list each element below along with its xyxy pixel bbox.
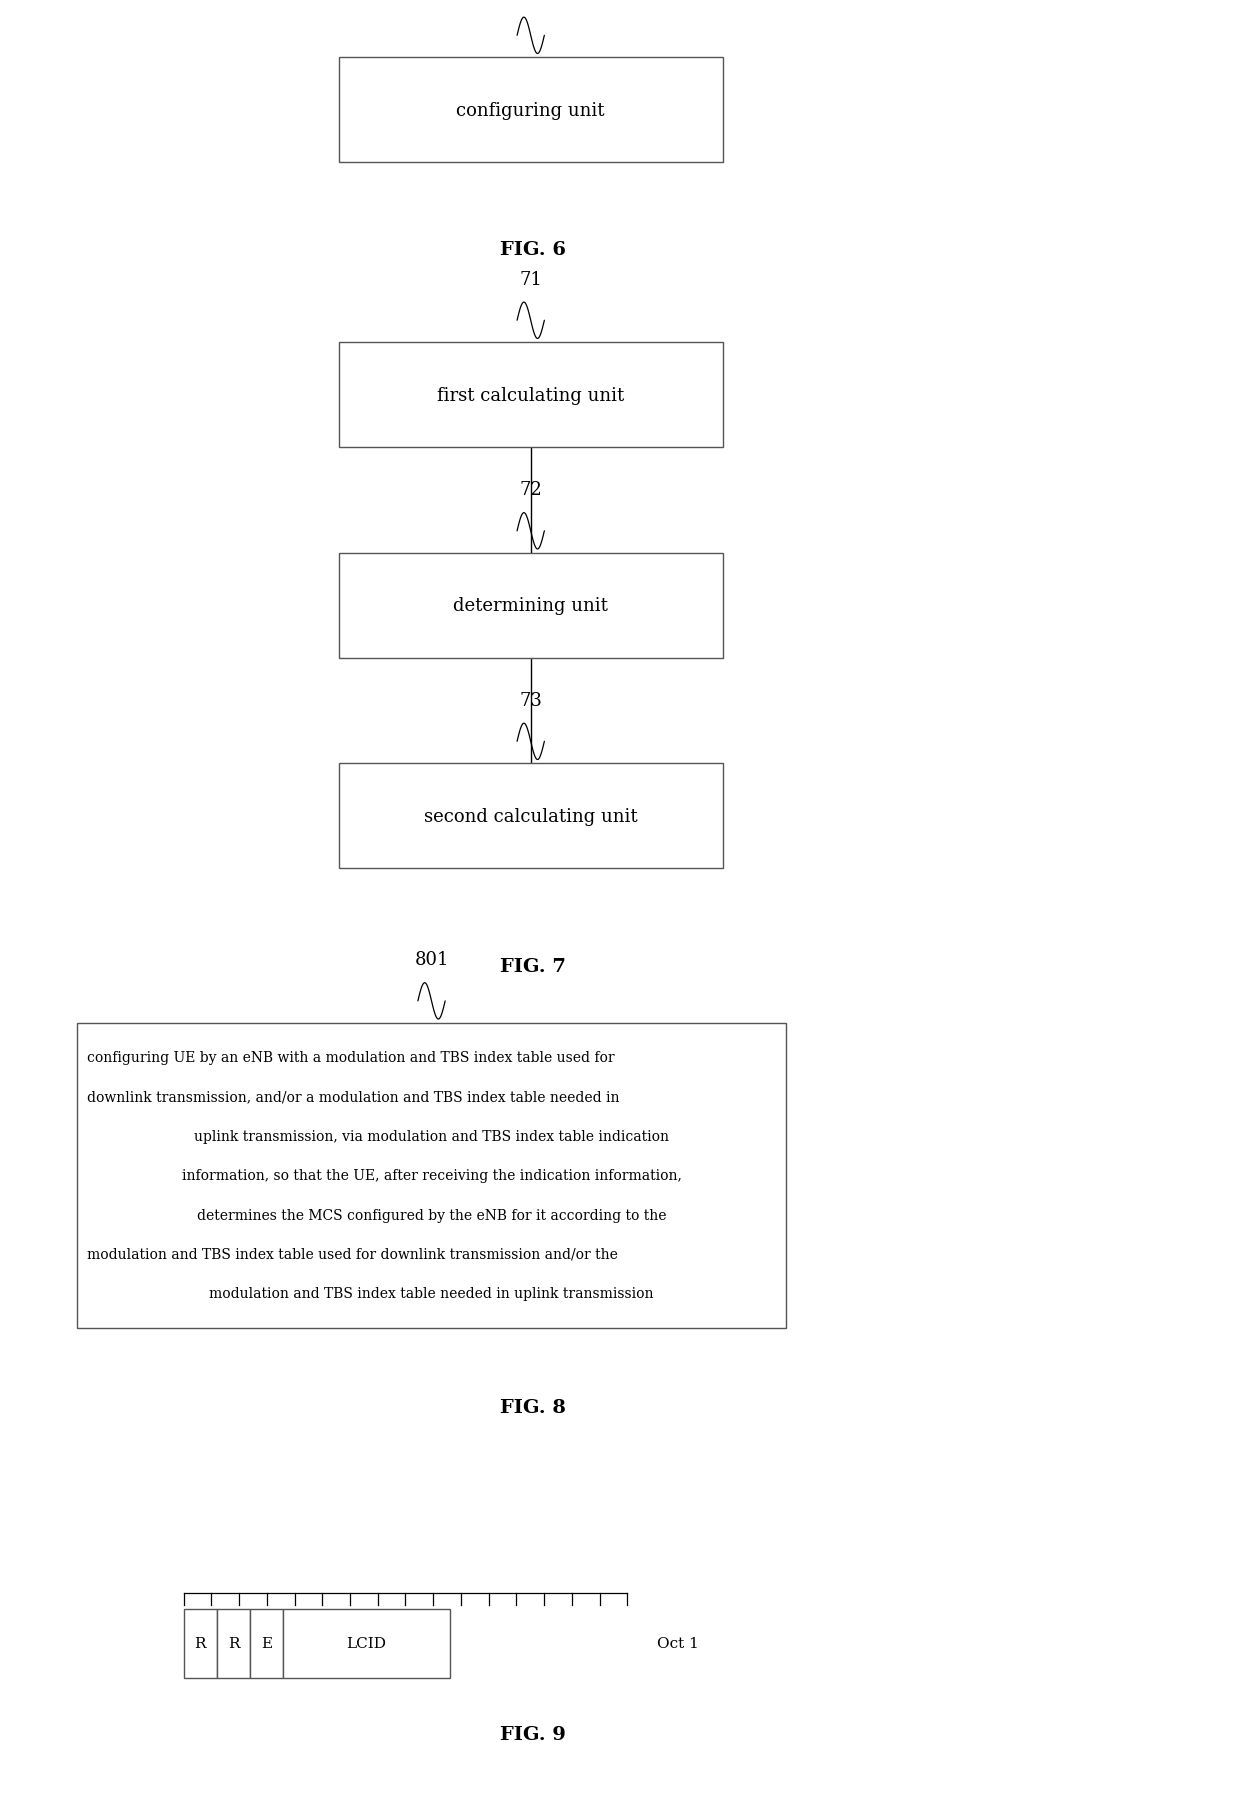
Text: downlink transmission, and/or a modulation and TBS index table needed in: downlink transmission, and/or a modulati… bbox=[87, 1090, 619, 1103]
Text: second calculating unit: second calculating unit bbox=[424, 807, 637, 825]
Text: uplink transmission, via modulation and TBS index table indication: uplink transmission, via modulation and … bbox=[193, 1128, 670, 1143]
Bar bbox=[339, 764, 723, 869]
Text: configuring UE by an eNB with a modulation and TBS index table used for: configuring UE by an eNB with a modulati… bbox=[87, 1050, 615, 1065]
Bar bbox=[77, 1023, 786, 1328]
Bar bbox=[339, 553, 723, 658]
Text: R: R bbox=[228, 1636, 239, 1651]
Text: 73: 73 bbox=[520, 691, 542, 709]
Bar bbox=[217, 1609, 250, 1678]
Text: first calculating unit: first calculating unit bbox=[436, 386, 625, 405]
Text: E: E bbox=[262, 1636, 273, 1651]
Text: modulation and TBS index table needed in uplink transmission: modulation and TBS index table needed in… bbox=[210, 1286, 653, 1301]
Bar bbox=[339, 343, 723, 448]
Text: FIG. 9: FIG. 9 bbox=[500, 1725, 567, 1743]
Text: LCID: LCID bbox=[347, 1636, 387, 1651]
Bar bbox=[250, 1609, 284, 1678]
Text: 61: 61 bbox=[520, 0, 542, 4]
Text: 72: 72 bbox=[520, 481, 542, 499]
Bar bbox=[184, 1609, 217, 1678]
Bar bbox=[339, 58, 723, 163]
Text: 71: 71 bbox=[520, 270, 542, 288]
Bar bbox=[284, 1609, 450, 1678]
Text: determining unit: determining unit bbox=[454, 597, 608, 615]
Text: FIG. 6: FIG. 6 bbox=[500, 241, 567, 259]
Text: FIG. 8: FIG. 8 bbox=[500, 1399, 567, 1417]
Text: configuring unit: configuring unit bbox=[456, 102, 605, 120]
Text: determines the MCS configured by the eNB for it according to the: determines the MCS configured by the eNB… bbox=[197, 1208, 666, 1223]
Text: FIG. 7: FIG. 7 bbox=[500, 958, 567, 976]
Text: modulation and TBS index table used for downlink transmission and/or the: modulation and TBS index table used for … bbox=[87, 1248, 618, 1261]
Text: information, so that the UE, after receiving the indication information,: information, so that the UE, after recei… bbox=[181, 1168, 682, 1183]
Text: Oct 1: Oct 1 bbox=[657, 1636, 699, 1651]
Text: R: R bbox=[195, 1636, 206, 1651]
Text: 801: 801 bbox=[414, 951, 449, 969]
